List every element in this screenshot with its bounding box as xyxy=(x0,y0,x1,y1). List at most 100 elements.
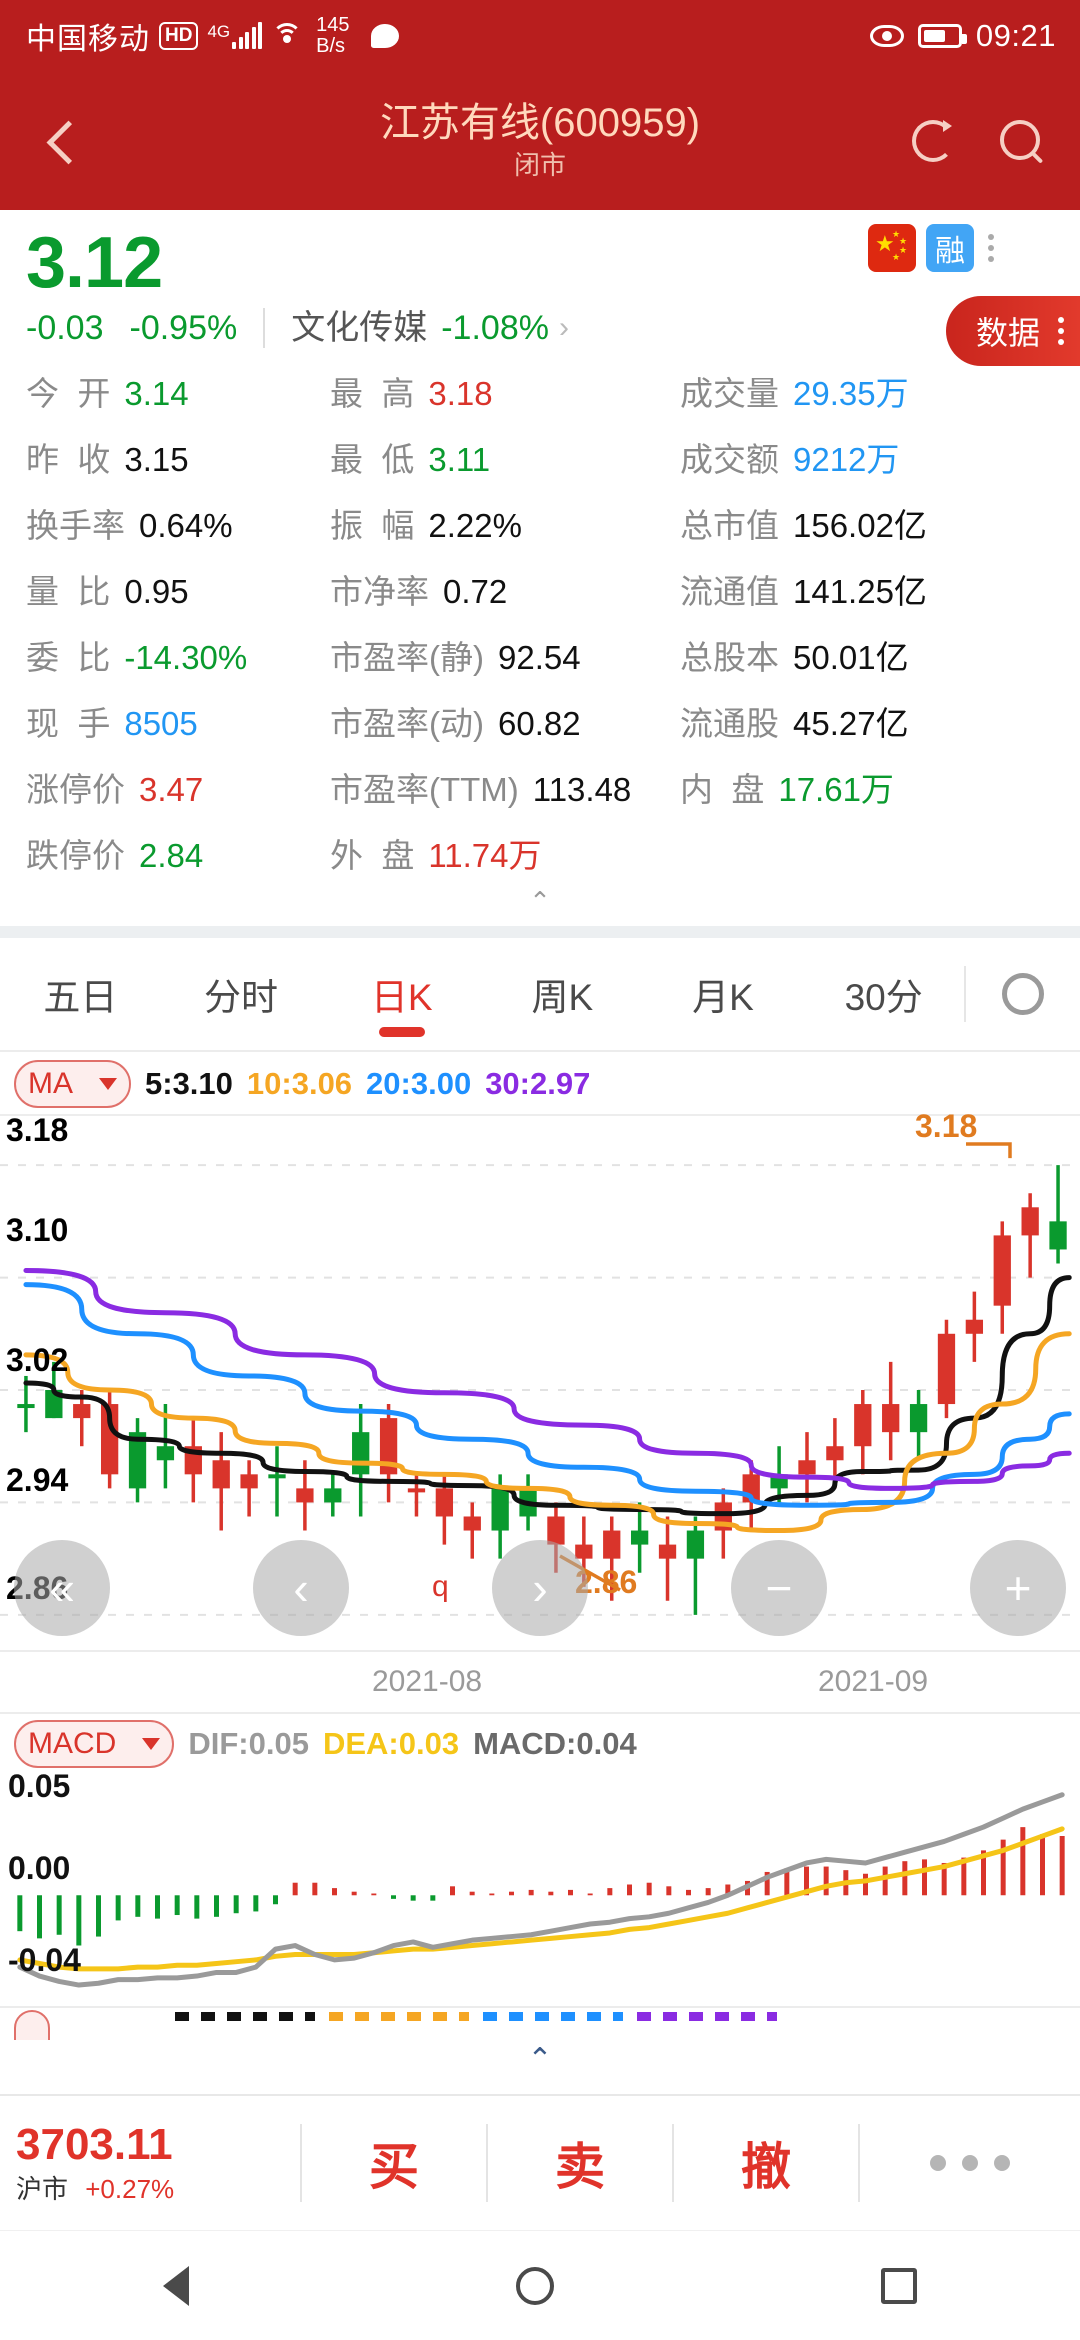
stat-value: 113.48 xyxy=(532,771,632,808)
price-change-percent: -0.95% xyxy=(129,309,238,347)
back-chevron-icon[interactable] xyxy=(46,118,92,164)
y-axis-label-0: 3.18 xyxy=(6,1112,69,1148)
quote-panel: 3.12 -0.03 -0.95% 文化传媒 -1.08% › ★ ★ ★ ★ … xyxy=(0,210,1080,366)
stat-label: 流通值 xyxy=(680,573,779,610)
dea-value: DEA:0.03 xyxy=(322,1726,460,1761)
index-change-percent: +0.27% xyxy=(85,2173,175,2204)
stat-label: 市净率 xyxy=(330,573,429,610)
macd-y-label-2: -0.04 xyxy=(8,1942,81,1978)
legend-line-black xyxy=(175,2012,315,2021)
stat-label: 振 幅 xyxy=(330,507,415,544)
stat-label: 外 盘 xyxy=(330,837,415,874)
stat-cell: 内 盘 17.61万 xyxy=(680,763,1080,811)
stats-row: 换手率 0.64% 振 幅 2.22% 总市值 156.02亿 xyxy=(0,490,1080,556)
stat-label: 最 低 xyxy=(330,441,415,478)
ma10-value: 10:3.06 xyxy=(246,1066,353,1101)
tab-3[interactable]: 周K xyxy=(482,967,643,1021)
stat-value: 17.61万 xyxy=(778,771,894,808)
tab-1[interactable]: 分时 xyxy=(161,967,322,1021)
stats-row: 今 开 3.14 最 高 3.18 成交量 29.35万 xyxy=(0,358,1080,424)
zoom-out-button[interactable]: − xyxy=(731,1540,827,1636)
ma-indicator-selector[interactable]: MA xyxy=(14,1060,131,1108)
stat-cell: 总市值 156.02亿 xyxy=(680,499,1080,547)
stat-label: 涨停价 xyxy=(26,771,125,808)
cancel-order-button[interactable]: 撤 xyxy=(741,2139,791,2195)
data-more-dots-icon[interactable] xyxy=(1058,317,1064,345)
android-navigation-bar xyxy=(0,2230,1080,2340)
index-summary[interactable]: 3703.11 沪市 +0.27% xyxy=(0,2119,300,2206)
legend-line-purple xyxy=(637,2012,777,2021)
recents-square-icon[interactable] xyxy=(880,2267,917,2304)
section-divider xyxy=(0,926,1080,938)
stat-label: 跌停价 xyxy=(26,837,125,874)
buy-button[interactable]: 买 xyxy=(369,2139,419,2195)
candlestick-chart[interactable]: q 3.18 3.10 3.02 2.94 2.86 3.18 2.86 « ‹… xyxy=(0,1108,1080,1714)
stat-cell: 流通股 45.27亿 xyxy=(680,697,1080,745)
ma5-value: 5:3.10 xyxy=(145,1066,233,1101)
expand-stats-caret-icon[interactable]: ⌃ xyxy=(529,886,551,916)
stat-value: 9212万 xyxy=(793,441,900,478)
macd-chart-svg xyxy=(17,1792,1065,1988)
tab-5[interactable]: 30分 xyxy=(803,967,964,1021)
ma30-value: 30:2.97 xyxy=(485,1066,591,1101)
x-axis-label-1: 2021-09 xyxy=(818,1665,929,1698)
stat-cell: 市净率 0.72 xyxy=(330,565,680,613)
page-left-fast-button[interactable]: « xyxy=(14,1540,110,1636)
stat-value: 0.95 xyxy=(124,573,189,610)
tab-2[interactable]: 日K xyxy=(321,967,482,1037)
chevron-down-icon xyxy=(142,1738,161,1750)
macd-label: MACD xyxy=(28,1727,117,1760)
high-price-annotation: 3.18 xyxy=(915,1108,978,1144)
stat-cell: 昨 收 3.15 xyxy=(0,433,330,481)
app-header: 江苏有线(600959) 闭市 xyxy=(0,72,1080,210)
back-triangle-icon[interactable] xyxy=(163,2265,190,2306)
third-indicator-legend xyxy=(175,2012,777,2021)
index-name: 沪市 xyxy=(16,2173,69,2204)
price-change: -0.03 xyxy=(26,309,104,347)
stat-label: 总市值 xyxy=(680,507,779,544)
tab-label: 日K xyxy=(370,977,433,1018)
macd-chart[interactable]: 0.05 0.00 -0.04 xyxy=(0,1768,1080,2006)
more-dots-icon[interactable] xyxy=(988,234,994,262)
margin-trading-badge[interactable]: 融 xyxy=(926,224,974,272)
stat-value: 8505 xyxy=(124,705,198,742)
y-axis-label-2: 3.02 xyxy=(6,1342,69,1378)
battery-icon xyxy=(917,24,967,48)
collapse-caret-icon[interactable]: ⌃ xyxy=(527,2043,553,2076)
page-left-button[interactable]: ‹ xyxy=(253,1540,349,1636)
stat-cell: 最 低 3.11 xyxy=(330,433,680,481)
macd-value: MACD:0.04 xyxy=(473,1726,637,1761)
stat-cell: 市盈率(动) 60.82 xyxy=(330,697,680,745)
tab-label: 周K xyxy=(531,977,594,1018)
eye-icon xyxy=(869,25,904,47)
stat-cell: 跌停价 2.84 xyxy=(0,829,330,877)
page-right-button[interactable]: › xyxy=(492,1540,588,1636)
stat-value: 3.47 xyxy=(139,771,204,808)
stat-cell: 总股本 50.01亿 xyxy=(680,631,1080,679)
macd-indicator-selector[interactable]: MACD xyxy=(14,1720,175,1768)
sector-name[interactable]: 文化传媒 xyxy=(291,309,428,347)
message-icon xyxy=(370,24,399,48)
third-indicator-selector[interactable] xyxy=(14,2010,51,2040)
zoom-in-button[interactable]: + xyxy=(970,1540,1066,1636)
stat-value: 45.27亿 xyxy=(793,705,909,742)
legend-line-orange xyxy=(329,2012,469,2021)
stat-label: 成交额 xyxy=(680,441,779,478)
third-indicator-strip[interactable] xyxy=(0,2006,1080,2040)
more-dots-icon[interactable] xyxy=(860,2155,1080,2171)
search-icon[interactable] xyxy=(1000,120,1042,162)
tab-4[interactable]: 月K xyxy=(643,967,804,1021)
tab-0[interactable]: 五日 xyxy=(0,967,161,1021)
index-value: 3703.11 xyxy=(16,2119,173,2169)
stat-cell: 振 幅 2.22% xyxy=(330,499,680,547)
chart-settings-button[interactable] xyxy=(964,966,1080,1022)
data-button[interactable]: 数据 xyxy=(945,296,1080,366)
sell-button[interactable]: 卖 xyxy=(555,2139,605,2195)
network-type-label: 4G xyxy=(207,22,231,41)
home-circle-icon[interactable] xyxy=(515,2266,554,2305)
refresh-icon[interactable] xyxy=(912,120,954,162)
stat-value: 11.74万 xyxy=(428,837,542,874)
chevron-right-icon[interactable]: › xyxy=(558,311,569,344)
signal-icon xyxy=(232,22,263,49)
